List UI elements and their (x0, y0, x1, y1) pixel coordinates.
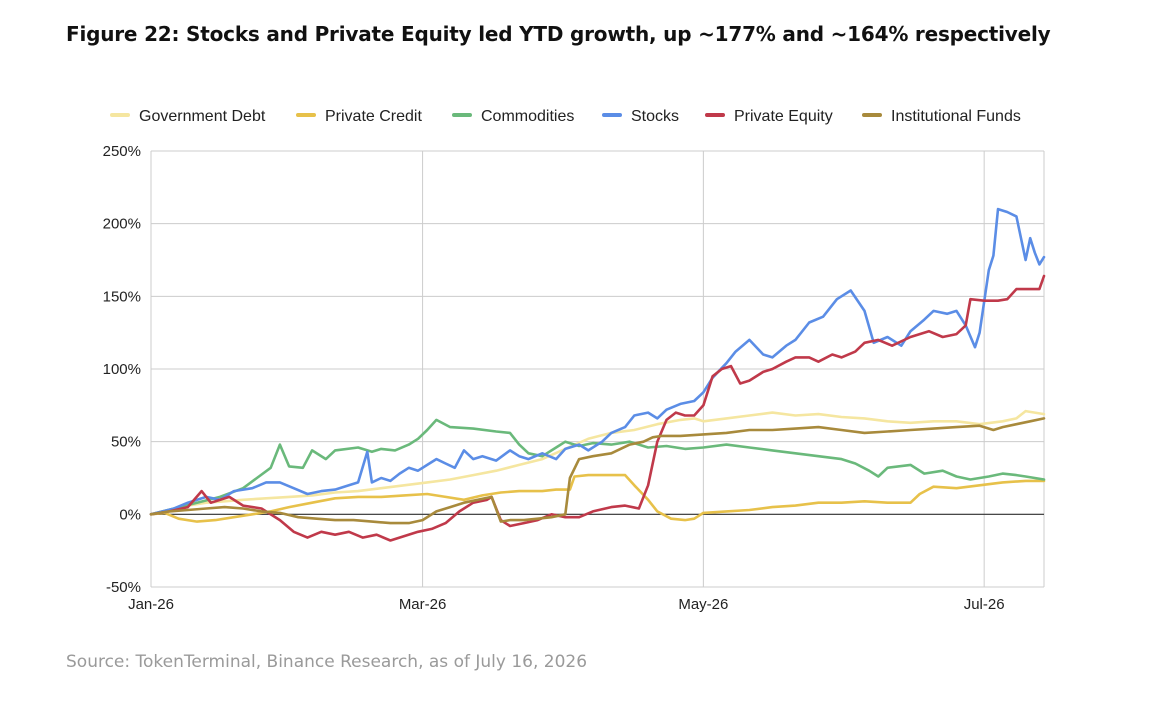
legend-label-private-equity: Private Equity (734, 108, 833, 125)
legend-item-stocks: Stocks (602, 108, 679, 125)
chart-legend: Government Debt Private Credit Commodities… (110, 108, 1021, 125)
figure-title: Figure 22: Stocks and Private Equity led… (66, 22, 1051, 46)
chart-series (149, 207, 1046, 542)
y-tick-label-0: 250% (103, 143, 141, 160)
series-line-stocks (149, 207, 1046, 516)
series-line-private-credit (149, 473, 1046, 523)
x-tick-label-1: Mar-26 (399, 596, 447, 613)
series-line-private-equity (149, 274, 1046, 542)
x-tick-label-2: May-26 (678, 596, 728, 613)
x-tick-label-0: Jan-26 (128, 596, 174, 613)
chart-gridlines (150, 150, 1045, 588)
legend-item-private-equity: Private Equity (705, 108, 833, 125)
legend-item-institutional-funds: Institutional Funds (862, 108, 1021, 125)
legend-label-commodities: Commodities (481, 108, 574, 125)
y-tick-label-4: 50% (111, 434, 141, 451)
y-tick-label-6: -50% (106, 579, 141, 596)
figure-source: Source: TokenTerminal, Binance Research,… (66, 652, 588, 672)
x-axis-tick-labels: Jan-26 Mar-26 May-26 Jul-26 (128, 596, 1005, 613)
y-tick-label-3: 100% (103, 361, 141, 378)
y-tick-label-5: 0% (119, 506, 141, 523)
legend-item-private-credit: Private Credit (296, 108, 422, 125)
legend-label-stocks: Stocks (631, 108, 679, 125)
y-tick-label-2: 150% (103, 288, 141, 305)
legend-label-government-debt: Government Debt (139, 108, 266, 125)
y-tick-label-1: 200% (103, 216, 141, 233)
legend-item-commodities: Commodities (452, 108, 574, 125)
x-tick-label-3: Jul-26 (964, 596, 1005, 613)
legend-item-government-debt: Government Debt (110, 108, 266, 125)
series-line-government-debt (149, 409, 1046, 516)
series-line-commodities (149, 418, 1046, 516)
y-axis-tick-labels: 250% 200% 150% 100% 50% 0% -50% (103, 143, 141, 596)
series-line-institutional-funds (149, 417, 1046, 525)
legend-label-private-credit: Private Credit (325, 108, 422, 125)
legend-label-institutional-funds: Institutional Funds (891, 108, 1021, 125)
